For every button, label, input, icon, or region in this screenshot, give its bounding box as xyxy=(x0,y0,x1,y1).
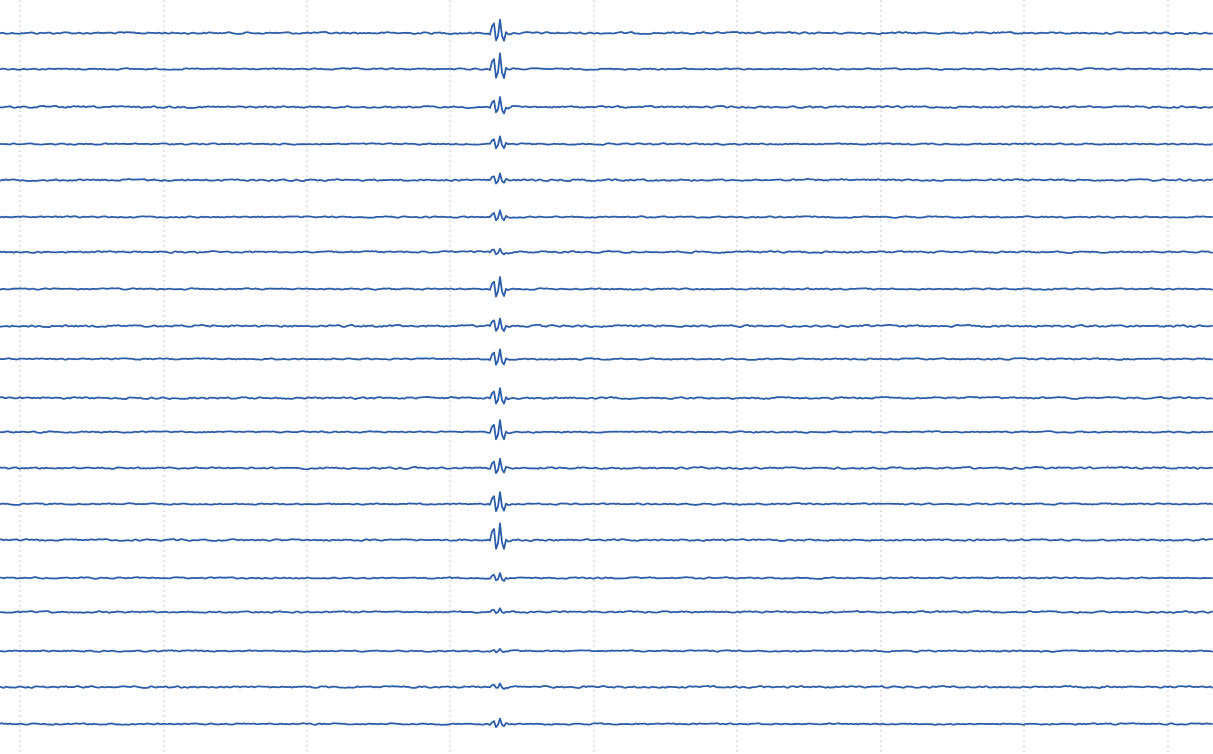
trace-9 xyxy=(0,317,1213,333)
vertical-grid xyxy=(19,0,1169,754)
trace-5 xyxy=(0,172,1213,185)
trace-4 xyxy=(0,135,1213,150)
trace-2 xyxy=(0,52,1213,80)
trace-16 xyxy=(0,572,1213,582)
trace-11 xyxy=(0,387,1213,405)
trace-3 xyxy=(0,96,1213,115)
trace-14 xyxy=(0,491,1213,512)
trace-15 xyxy=(0,522,1213,550)
trace-7 xyxy=(0,247,1213,256)
trace-group xyxy=(0,18,1213,729)
trace-8 xyxy=(0,276,1213,298)
trace-13 xyxy=(0,457,1213,475)
trace-6 xyxy=(0,209,1213,222)
trace-17 xyxy=(0,607,1213,615)
trace-12 xyxy=(0,419,1213,441)
trace-1 xyxy=(0,18,1213,42)
trace-18 xyxy=(0,648,1213,654)
trace-10 xyxy=(0,348,1213,366)
trace-19 xyxy=(0,682,1213,690)
trace-20 xyxy=(0,717,1213,729)
